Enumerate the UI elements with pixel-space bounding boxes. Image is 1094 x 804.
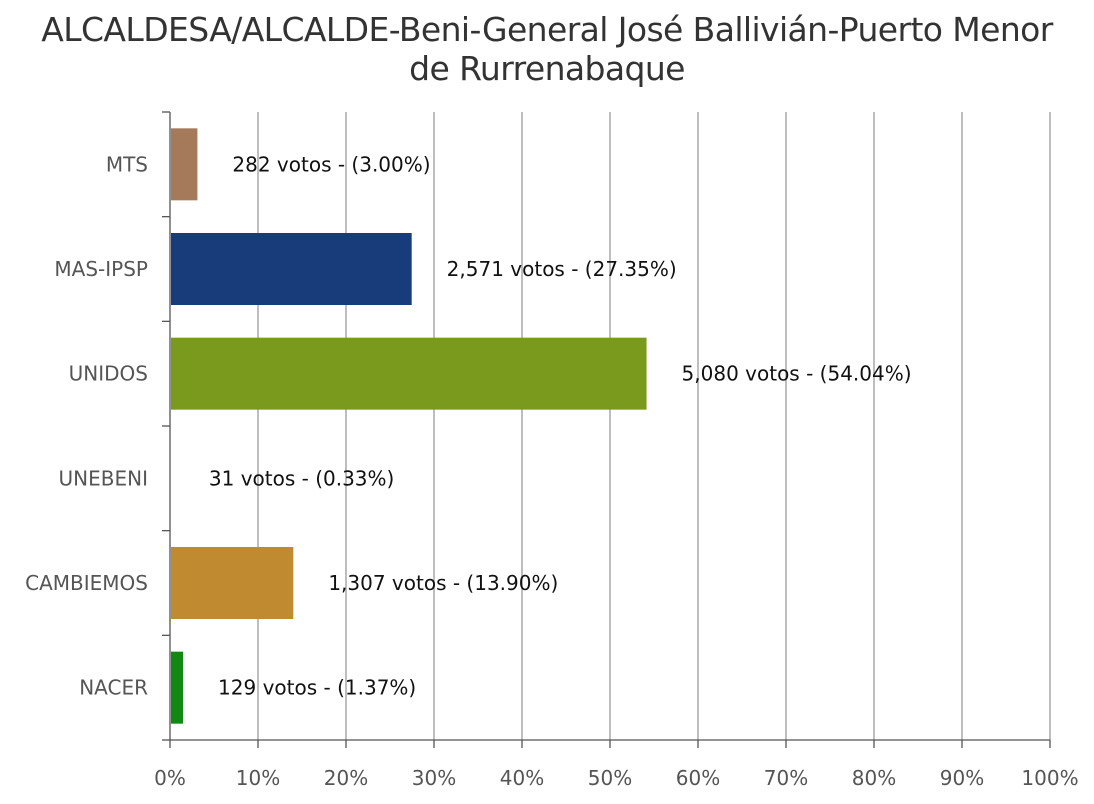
bar xyxy=(171,547,294,619)
category-label: MTS xyxy=(106,152,148,176)
category-label: UNEBENI xyxy=(59,466,148,490)
x-tick-label: 30% xyxy=(412,766,456,790)
bar xyxy=(171,442,174,515)
chart-title: ALCALDESA/ALCALDE-Beni-General José Ball… xyxy=(0,10,1094,88)
data-label: 1,307 votos - (13.90%) xyxy=(328,571,558,595)
data-label: 5,080 votos - (54.04%) xyxy=(682,362,912,386)
category-label: UNIDOS xyxy=(69,362,148,386)
category-label: NACER xyxy=(79,676,148,700)
x-tick-label: 80% xyxy=(852,766,896,790)
data-label: 31 votos - (0.33%) xyxy=(209,466,394,490)
category-label: MAS-IPSP xyxy=(54,257,148,281)
x-tick-label: 10% xyxy=(236,766,280,790)
x-tick-label: 70% xyxy=(764,766,808,790)
chart-title-line-1: ALCALDESA/ALCALDE-Beni-General José Ball… xyxy=(41,10,1053,49)
category-label: CAMBIEMOS xyxy=(25,571,148,595)
chart-title-line-2: de Rurrenabaque xyxy=(409,49,685,88)
bar xyxy=(171,651,184,724)
x-tick-label: 90% xyxy=(940,766,984,790)
x-tick-label: 100% xyxy=(1021,766,1078,790)
x-tick-label: 60% xyxy=(676,766,720,790)
bar xyxy=(171,337,647,410)
x-tick-label: 50% xyxy=(588,766,632,790)
x-tick-label: 0% xyxy=(154,766,186,790)
bar xyxy=(171,128,198,201)
bar xyxy=(171,233,412,305)
x-tick-label: 20% xyxy=(324,766,368,790)
data-label: 2,571 votos - (27.35%) xyxy=(447,257,677,281)
data-label: 129 votos - (1.37%) xyxy=(218,676,416,700)
x-tick-label: 40% xyxy=(500,766,544,790)
data-label: 282 votos - (3.00%) xyxy=(232,152,430,176)
